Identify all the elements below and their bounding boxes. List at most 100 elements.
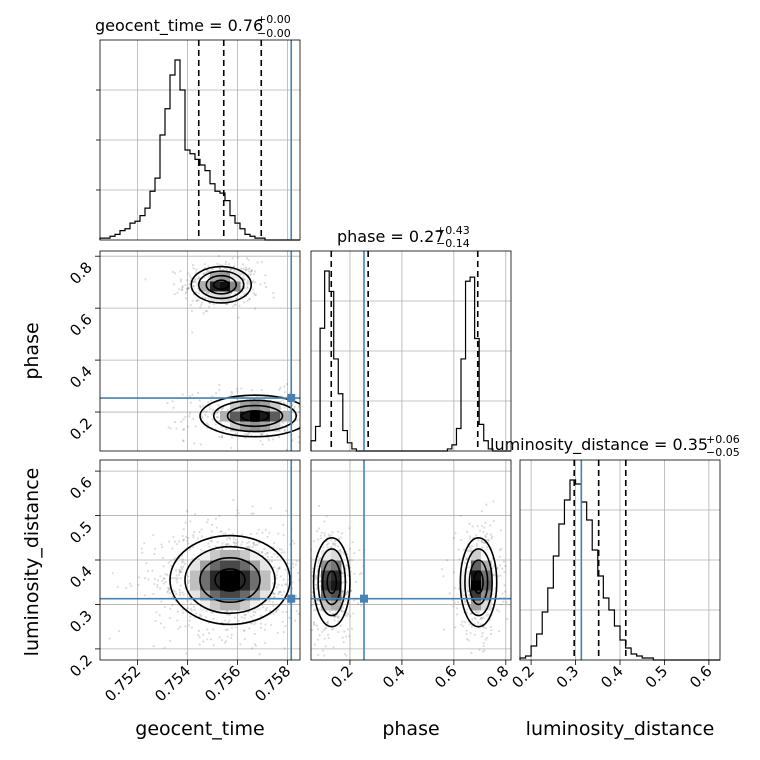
sample-point <box>473 616 476 620</box>
sample-point <box>252 610 255 613</box>
sample-point <box>462 548 466 552</box>
density-cell <box>260 590 271 601</box>
density-cell <box>230 401 241 412</box>
sample-point <box>499 529 503 532</box>
sample-point <box>243 613 246 616</box>
sample-point <box>186 287 189 290</box>
sample-point <box>317 527 320 530</box>
sample-point <box>269 609 272 613</box>
sample-point <box>194 513 197 516</box>
sample-point <box>315 624 319 627</box>
sample-point <box>491 567 494 570</box>
sample-point <box>179 569 182 572</box>
sample-point <box>182 539 185 542</box>
sample-point <box>188 415 191 418</box>
sample-point <box>181 611 185 614</box>
sample-point <box>206 310 209 313</box>
sample-point <box>252 614 255 617</box>
sample-point <box>314 418 316 420</box>
sample-point <box>351 540 354 544</box>
sample-point <box>248 267 251 270</box>
sample-point <box>461 592 464 595</box>
sample-point <box>484 638 487 641</box>
sample-point <box>264 274 267 277</box>
sample-point <box>345 564 348 567</box>
density-cell <box>471 600 482 611</box>
sample-point <box>175 592 178 596</box>
sample-point <box>469 632 472 635</box>
sample-point <box>294 563 297 566</box>
gridlines <box>520 460 720 660</box>
sample-point <box>254 544 257 547</box>
sample-point <box>314 575 317 578</box>
sample-point <box>272 612 275 615</box>
sample-point <box>173 540 177 543</box>
sample-point <box>297 435 300 438</box>
sample-point <box>343 653 346 656</box>
sample-point <box>481 546 484 549</box>
sample-point <box>211 418 214 421</box>
sample-point <box>293 619 297 622</box>
sample-point <box>295 560 299 563</box>
sample-point <box>192 280 195 284</box>
density-cell <box>230 560 241 571</box>
sample-point <box>201 301 204 304</box>
sample-point <box>321 423 323 425</box>
sample-point <box>224 263 227 266</box>
density-cell <box>250 600 261 611</box>
y-tick-label: 0.6 <box>66 473 96 503</box>
sample-point <box>255 532 259 535</box>
sample-point <box>164 580 167 584</box>
density-cell <box>321 590 332 601</box>
sample-point <box>349 590 353 593</box>
sample-point <box>176 291 179 294</box>
sample-point <box>207 401 210 404</box>
sample-point <box>260 433 263 436</box>
y-tick-label: 0.4 <box>66 362 96 392</box>
x-axis-label-luminosity-distance: luminosity_distance <box>526 718 715 740</box>
y-tick-label: 0.3 <box>66 607 96 637</box>
sample-point <box>327 533 330 536</box>
y-tick-label: 0.5 <box>66 518 96 548</box>
sample-point <box>468 545 471 549</box>
sample-point <box>253 293 256 297</box>
sample-point <box>465 629 468 632</box>
sample-point <box>175 427 178 430</box>
sample-point <box>237 512 240 515</box>
sample-point <box>341 606 345 609</box>
sample-point <box>276 555 279 559</box>
sample-point <box>191 299 194 302</box>
sample-point <box>339 625 342 628</box>
sample-point <box>167 588 170 591</box>
sample-point <box>217 404 220 407</box>
sample-point <box>200 303 203 306</box>
density-cell <box>230 411 241 422</box>
sample-point <box>260 551 264 554</box>
sample-point <box>172 535 175 539</box>
sample-point <box>249 533 252 536</box>
sample-point <box>227 409 230 412</box>
sample-point <box>264 528 267 531</box>
sample-point <box>196 299 199 302</box>
sample-point <box>196 284 199 287</box>
sample-point <box>189 401 192 404</box>
sample-point <box>144 278 147 281</box>
sample-point <box>482 645 485 648</box>
sample-point <box>297 441 300 444</box>
sample-point <box>196 278 199 281</box>
sample-point <box>326 622 330 625</box>
sample-point <box>270 560 274 563</box>
sample-point <box>189 602 193 605</box>
sample-point <box>212 644 215 647</box>
hist-panel-geocent-time <box>96 39 301 241</box>
sample-point <box>204 413 207 416</box>
sample-point <box>174 577 178 580</box>
sample-point <box>480 617 483 620</box>
sample-point <box>186 607 190 610</box>
sample-point <box>503 584 506 587</box>
density-cell <box>190 590 201 601</box>
sample-point <box>255 293 258 296</box>
sample-point <box>215 416 218 419</box>
x-tick-label: 0.6 <box>431 662 461 692</box>
sample-point <box>498 555 501 558</box>
